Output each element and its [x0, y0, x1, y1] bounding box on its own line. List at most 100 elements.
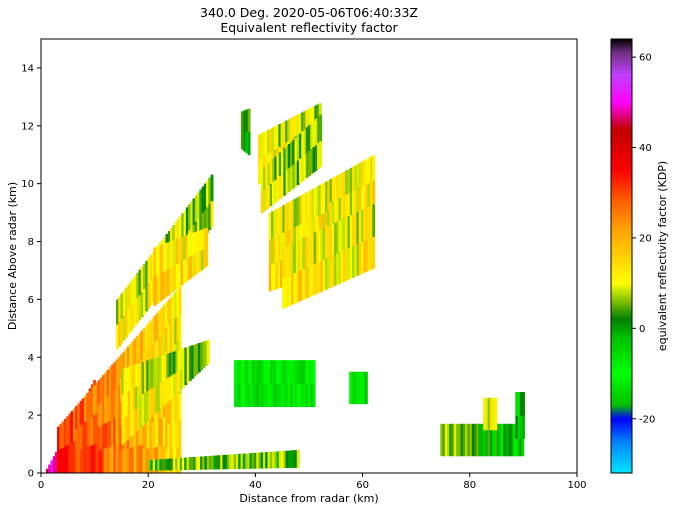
echo-cell [293, 226, 297, 256]
echo-cell [86, 393, 90, 421]
echo-cell [519, 423, 522, 457]
echo-cell [274, 360, 278, 384]
colorbar-tick-label: 40 [639, 143, 652, 154]
echo-cell [474, 423, 477, 457]
echo-cell [315, 262, 319, 294]
echo-cell [289, 118, 293, 140]
echo-cell [260, 452, 264, 469]
echo-cell [184, 347, 188, 386]
echo-cell [181, 213, 185, 240]
echo-cell [277, 261, 281, 289]
echo-cell [171, 240, 175, 267]
echo-cell [145, 260, 149, 287]
echo-cell [501, 423, 504, 457]
echo-cell [143, 263, 146, 290]
echo-cell [293, 272, 297, 304]
echo-cell [276, 360, 280, 384]
echo-cell [138, 445, 141, 473]
y-tick-label: 10 [21, 179, 34, 190]
echo-cell [296, 159, 300, 185]
echo-cell [442, 423, 446, 457]
echo-cell [68, 413, 72, 444]
echo-cell [311, 264, 315, 296]
echo-cell [156, 339, 159, 367]
echo-cell [165, 399, 168, 425]
echo-cell [272, 181, 275, 205]
echo-cell [287, 383, 291, 408]
echo-cell [145, 285, 149, 312]
echo-cell [206, 339, 210, 364]
echo-cell [478, 423, 482, 457]
echo-cell [471, 423, 475, 457]
echo-cell [295, 197, 299, 227]
echo-cell [281, 451, 284, 469]
echo-cell [176, 394, 180, 422]
echo-cell [177, 349, 181, 371]
echo-cell [365, 207, 369, 240]
echo-cell [144, 423, 148, 450]
echo-cell [345, 170, 349, 195]
echo-cell [160, 272, 164, 301]
echo-cell [59, 448, 63, 473]
echo-cell [169, 297, 173, 323]
echo-cell [115, 359, 119, 389]
echo-cell [297, 270, 301, 302]
echo-cell [294, 161, 298, 187]
echo-cell [106, 369, 110, 397]
echo-cell [305, 127, 309, 153]
echo-cell [164, 243, 168, 271]
echo-cell [517, 415, 521, 439]
echo-cell [176, 238, 179, 265]
echo-cell [57, 426, 60, 451]
echo-cell [169, 397, 173, 424]
echo-cell [345, 248, 349, 281]
echo-cell [157, 459, 161, 471]
echo-cell [329, 255, 333, 288]
echo-cell [229, 454, 233, 470]
echo-cell [153, 247, 157, 277]
echo-cell [131, 341, 135, 369]
echo-cell [133, 446, 137, 473]
echo-cell [168, 376, 172, 401]
echo-cell [338, 197, 342, 222]
echo-cell [135, 336, 139, 365]
echo-cell [312, 146, 316, 173]
echo-cell [300, 269, 304, 301]
echo-cell [280, 206, 283, 234]
echo-cell [256, 383, 260, 408]
echo-cell [333, 253, 337, 286]
echo-cell [224, 454, 228, 470]
echo-cell [120, 354, 123, 379]
echo-cell [129, 447, 132, 473]
echo-cell [281, 383, 285, 408]
echo-cell [336, 221, 340, 254]
echo-cell [325, 181, 328, 213]
echo-cell [201, 212, 205, 239]
echo-cell [128, 413, 131, 439]
echo-cell [311, 218, 315, 248]
echo-cell [251, 383, 255, 408]
echo-cell [315, 231, 319, 263]
echo-cell [294, 360, 298, 384]
echo-cell [251, 360, 255, 384]
echo-cell [199, 189, 203, 216]
echo-cell [167, 423, 171, 449]
echo-cell [310, 148, 314, 175]
echo-cell [347, 168, 351, 194]
echo-cell [274, 451, 278, 469]
echo-cell [146, 390, 150, 422]
echo-cell [106, 395, 110, 422]
echo-cell [278, 124, 282, 147]
echo-cell [45, 468, 49, 473]
echo-cell [194, 195, 198, 222]
echo-cell [155, 384, 159, 413]
echo-cell [193, 456, 197, 470]
echo-cell [444, 423, 448, 457]
echo-cell [173, 264, 177, 291]
echo-cell [260, 169, 264, 192]
echo-cell [129, 306, 133, 332]
echo-cell [342, 218, 346, 251]
echo-cell [150, 459, 154, 471]
echo-cell [271, 263, 274, 291]
echo-cell [363, 160, 367, 186]
